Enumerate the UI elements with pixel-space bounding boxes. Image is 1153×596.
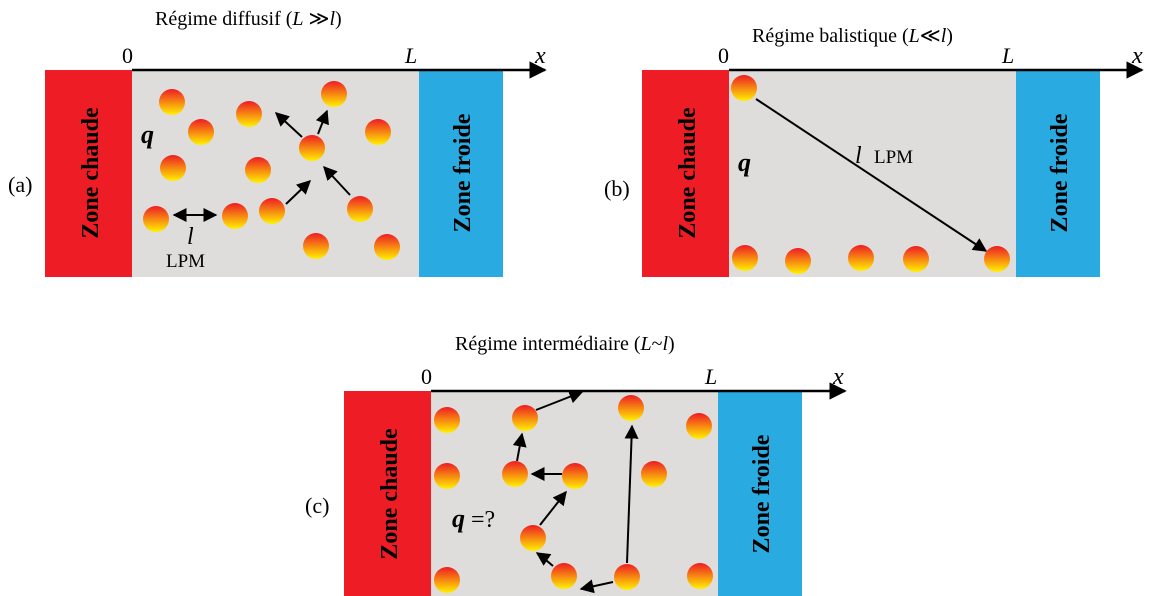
phonon-particle: [374, 234, 400, 260]
phonon-particle: [614, 564, 640, 590]
trajectory-arrows: [172, 109, 351, 222]
phonons: [143, 81, 400, 260]
phonon-particle: [299, 135, 325, 161]
phonons: [434, 395, 713, 593]
trajectory-arrow: [535, 552, 554, 567]
phonon-particle: [159, 89, 185, 115]
trajectory-arrow: [539, 490, 567, 526]
phonon-particle: [512, 405, 538, 431]
phonon-particle: [365, 119, 391, 145]
heat-flux-symbol: q =?: [452, 504, 495, 533]
phonon-particle: [347, 196, 373, 222]
cold-zone-label: Zone froide: [1047, 113, 1073, 232]
hot-zone-label: Zone chaude: [78, 107, 104, 239]
phonon-particle: [731, 75, 757, 101]
medium-zone: [431, 391, 718, 596]
phonon-particle: [434, 463, 460, 489]
panel-a: Régime diffusif (L ≫l) Zone chaude Zone …: [8, 8, 547, 277]
panel-label: (b): [604, 176, 630, 201]
phonon-particle: [562, 463, 588, 489]
cold-zone-label: Zone froide: [749, 434, 775, 553]
phonon-particle: [903, 246, 929, 272]
trajectory-arrow: [315, 109, 329, 135]
mfp-label: LPM: [874, 147, 913, 168]
hot-zone-label: Zone chaude: [377, 428, 403, 560]
mfp-label: LPM: [166, 251, 205, 272]
axis-zero-label: 0: [122, 43, 133, 68]
phonon-particle: [303, 233, 329, 259]
phonons: [731, 75, 1010, 274]
phonon-particle: [641, 461, 667, 487]
axis-x-label: x: [534, 43, 546, 69]
axis-x-label: x: [832, 364, 844, 390]
phonon-particle: [520, 525, 546, 551]
axis-L-label: L: [1001, 43, 1014, 68]
trajectory-arrow: [274, 112, 303, 138]
panel-label: (a): [8, 172, 32, 197]
phonon-particle: [502, 461, 528, 487]
hot-zone: [642, 70, 729, 277]
medium-zone: [729, 70, 1016, 277]
phonon-particle: [551, 563, 577, 589]
axis-L-label: L: [704, 364, 717, 389]
phonon-particle: [434, 407, 460, 433]
ballistic-trajectory-arrow: [755, 98, 988, 252]
trajectory-arrow: [535, 390, 584, 411]
panel-b: Régime balistique (L≪l) Zone chaude Zone…: [604, 25, 1144, 277]
phonon-particle: [143, 206, 169, 232]
cold-zone: [1016, 70, 1100, 277]
mfp-symbol: l: [855, 143, 862, 169]
phonon-particle: [687, 563, 713, 589]
hot-zone: [45, 70, 132, 277]
phonon-particle: [259, 198, 285, 224]
panel-b-title: Régime balistique (L≪l): [752, 25, 953, 47]
phonon-particle: [321, 81, 347, 107]
cold-zone: [419, 70, 503, 277]
trajectory-arrow: [512, 432, 527, 462]
panel-a-title: Régime diffusif (L ≫l): [155, 8, 342, 30]
phonon-particle: [848, 245, 874, 271]
phonon-particle: [686, 413, 712, 439]
heat-flux-symbol: q: [141, 120, 154, 149]
trajectory-arrow: [285, 180, 312, 205]
trajectory-arrow: [579, 579, 614, 594]
hot-zone: [344, 391, 431, 596]
phonon-particle: [222, 203, 248, 229]
phonon-particle: [618, 395, 644, 421]
phonon-particle: [245, 157, 271, 183]
hot-zone-label: Zone chaude: [675, 107, 701, 239]
phonon-particle: [984, 246, 1010, 272]
axis-L-label: L: [404, 43, 417, 68]
trajectory-arrow: [323, 165, 351, 196]
cold-zone: [718, 391, 802, 596]
phonon-particle: [732, 245, 758, 271]
panel-label: (c): [305, 493, 329, 518]
heat-flux-symbol: q: [738, 148, 751, 177]
axis-zero-label: 0: [718, 43, 729, 68]
phonon-particle: [236, 101, 262, 127]
panel-c-title: Régime intermédiaire (L~l): [455, 333, 675, 355]
phonon-particle: [160, 155, 186, 181]
trajectory-arrow: [624, 424, 639, 564]
axis-zero-label: 0: [421, 364, 432, 389]
phonon-particle: [785, 248, 811, 274]
phonon-particle: [434, 567, 460, 593]
panel-c: Régime intermédiaire (L~l) Zone chaude Z…: [305, 333, 847, 596]
trajectory-arrows: [512, 390, 639, 594]
mfp-symbol: l: [187, 224, 194, 250]
cold-zone-label: Zone froide: [450, 113, 476, 232]
phonon-particle: [188, 119, 214, 145]
axis-x-label: x: [1131, 43, 1143, 69]
